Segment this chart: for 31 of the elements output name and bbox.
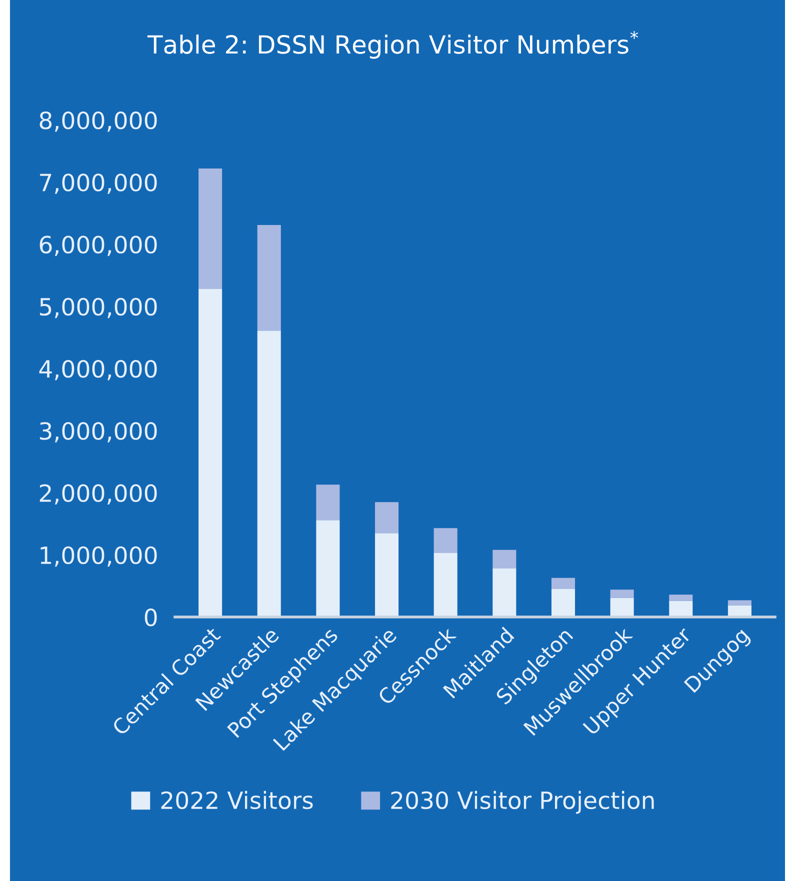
- legend-label: 2022 Visitors: [161, 790, 313, 810]
- y-tick-label: 7,000,000: [40, 174, 157, 194]
- bar: [198, 288, 222, 617]
- bar: [492, 550, 516, 569]
- bar: [257, 224, 281, 331]
- y-tick-label: 2,000,000: [40, 484, 157, 504]
- bar: [257, 330, 281, 617]
- bar: [375, 502, 399, 534]
- bar: [316, 484, 340, 520]
- bar: [610, 598, 634, 617]
- bar: [669, 600, 693, 617]
- y-tick-label: 8,000,000: [40, 111, 157, 132]
- y-tick-label: 1,000,000: [40, 546, 157, 567]
- bar: [669, 594, 693, 601]
- bar: [610, 590, 634, 598]
- bar: [316, 520, 340, 617]
- chart-title: Table 2: DSSN Region Visitor Numbers$^{*}$: [147, 31, 638, 59]
- y-tick-label: 5,000,000: [40, 298, 157, 318]
- y-tick-label: 3,000,000: [40, 422, 157, 442]
- y-tick-label: 0: [144, 608, 157, 626]
- bar: [434, 553, 458, 617]
- y-tick-label: 4,000,000: [39, 360, 157, 380]
- bar: [728, 600, 752, 606]
- legend-label: 2030 Visitor Projection: [391, 790, 654, 814]
- bar: [551, 589, 575, 617]
- bar: [198, 168, 222, 289]
- bar: [551, 578, 575, 590]
- bar: [492, 568, 516, 617]
- bar: [375, 533, 399, 617]
- y-tick-label: 6,000,000: [40, 236, 157, 256]
- bar: [434, 528, 458, 554]
